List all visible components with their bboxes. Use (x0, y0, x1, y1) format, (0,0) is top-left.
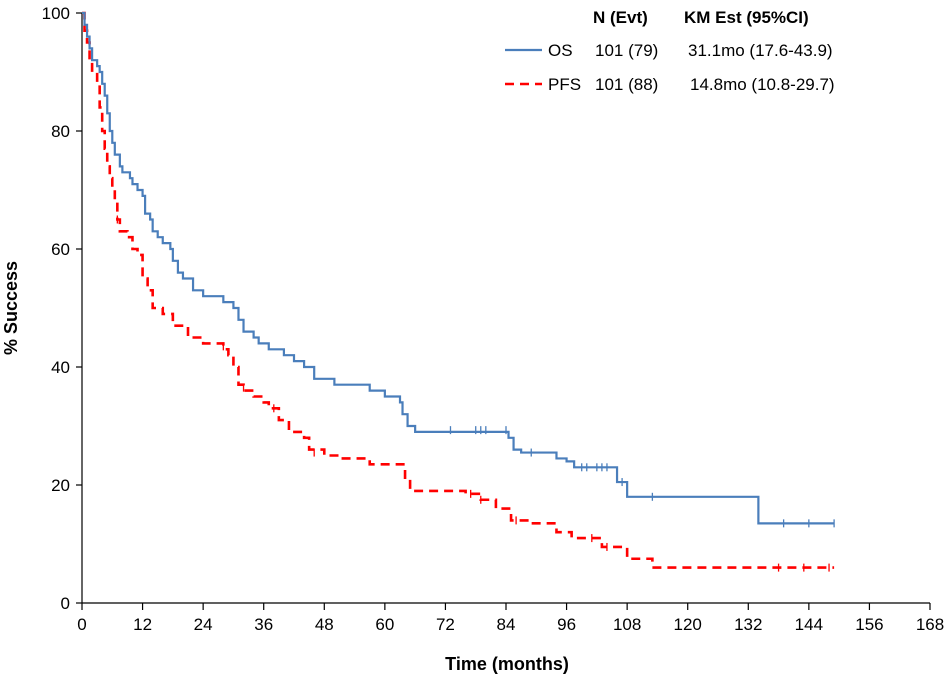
y-tick-label: 40 (51, 358, 70, 377)
legend: N (Evt) KM Est (95%CI) OS 101 (79) 31.1m… (505, 8, 835, 94)
x-tick-label: 48 (315, 615, 334, 634)
y-axis-ticks: 0 20 40 60 80 100 (42, 4, 82, 613)
x-tick-label: 144 (795, 615, 823, 634)
legend-label-pfs: PFS (548, 75, 581, 94)
x-tick-label: 12 (133, 615, 152, 634)
y-tick-label: 60 (51, 240, 70, 259)
legend-km-os: 31.1mo (17.6-43.9) (688, 41, 833, 60)
axes: 0 20 40 60 80 100 0 12 24 36 48 60 72 84 96 108 120 132 1… (42, 4, 945, 634)
x-axis-title: Time (months) (445, 654, 569, 674)
x-tick-label: 72 (436, 615, 455, 634)
x-tick-label: 0 (77, 615, 86, 634)
series-layer (82, 11, 835, 572)
x-tick-label: 168 (916, 615, 944, 634)
x-tick-label: 120 (674, 615, 702, 634)
y-tick-label: 0 (61, 594, 70, 613)
y-tick-label: 100 (42, 4, 70, 23)
series-line-os (82, 11, 835, 525)
x-tick-label: 84 (497, 615, 516, 634)
y-tick-label: 20 (51, 476, 70, 495)
x-tick-label: 156 (855, 615, 883, 634)
legend-km-pfs: 14.8mo (10.8-29.7) (690, 75, 835, 94)
legend-label-os: OS (548, 41, 573, 60)
legend-header-n: N (Evt) (593, 8, 648, 27)
legend-header-km: KM Est (95%CI) (684, 8, 809, 27)
x-tick-label: 24 (194, 615, 213, 634)
y-tick-label: 80 (51, 122, 70, 141)
x-axis-ticks: 0 12 24 36 48 60 72 84 96 108 120 132 144 156 168 (77, 603, 944, 634)
x-tick-label: 96 (557, 615, 576, 634)
legend-nevt-pfs: 101 (88) (595, 75, 658, 94)
x-tick-label: 108 (613, 615, 641, 634)
legend-nevt-os: 101 (79) (595, 41, 658, 60)
x-tick-label: 36 (254, 615, 273, 634)
y-axis-title: % Success (1, 261, 21, 355)
x-tick-label: 132 (734, 615, 762, 634)
x-tick-label: 60 (375, 615, 394, 634)
